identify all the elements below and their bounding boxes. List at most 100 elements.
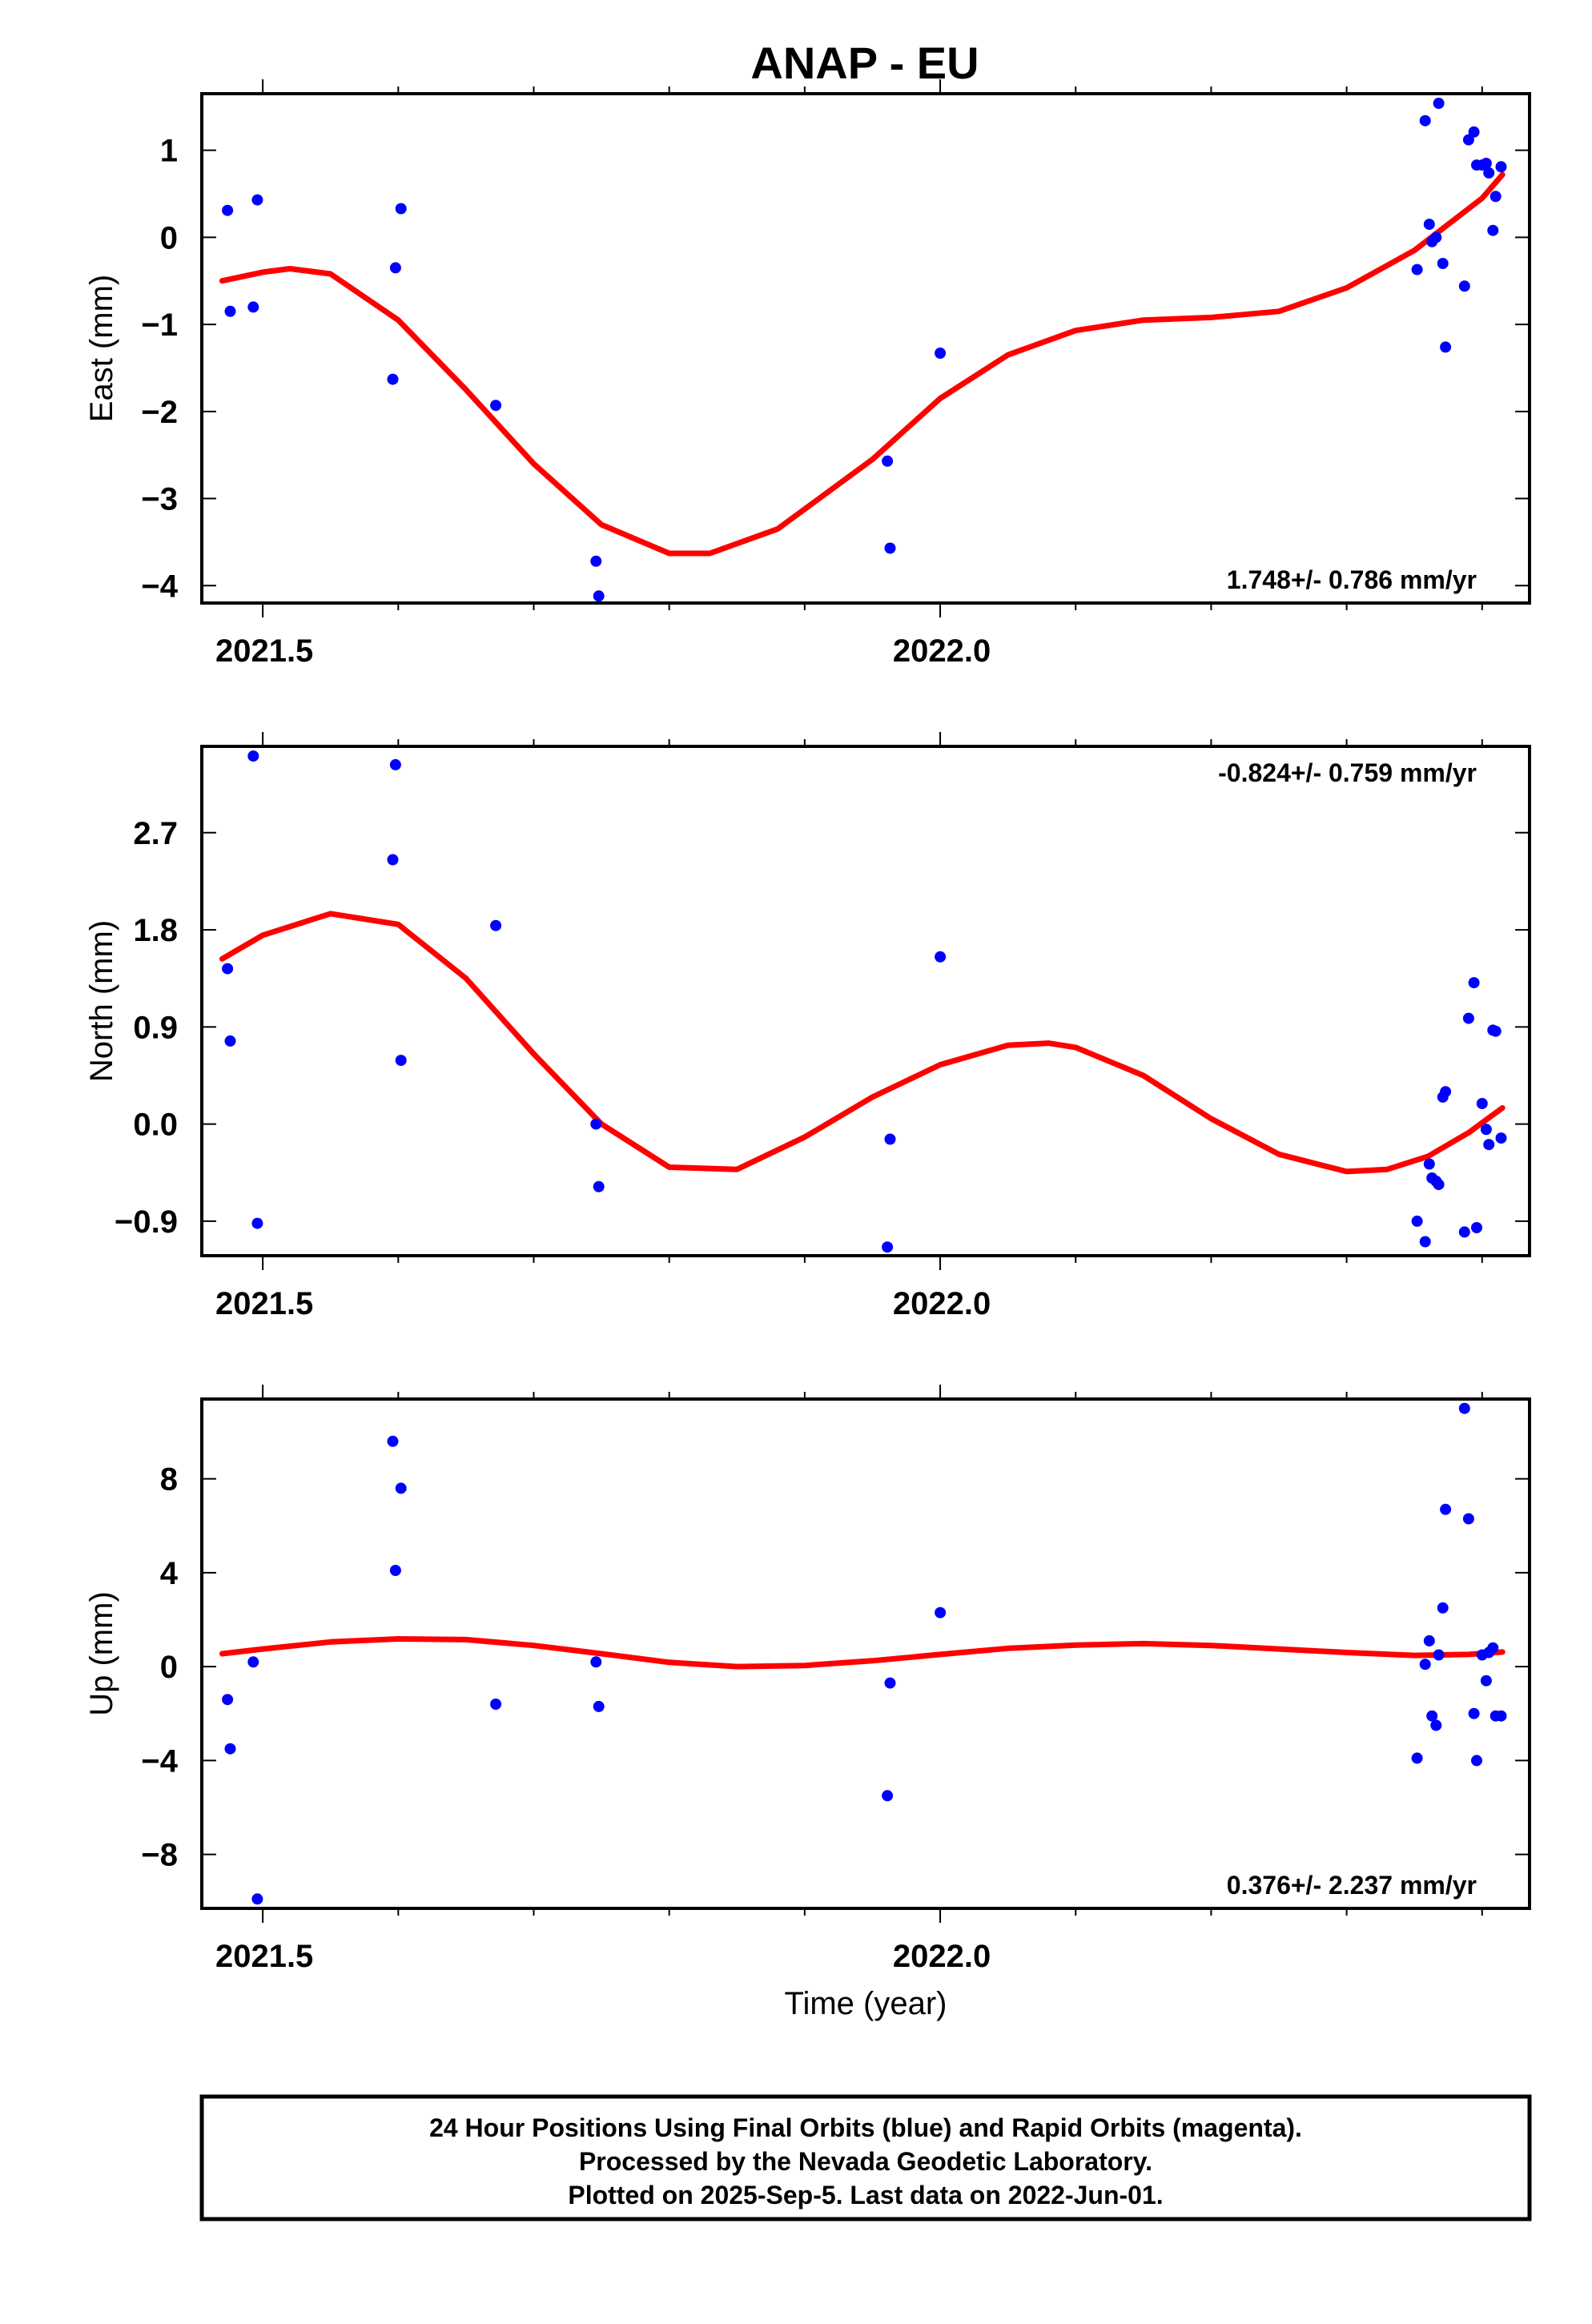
footer-frame: [199, 2094, 1532, 2221]
east-data-point: [222, 204, 234, 216]
north-data-point: [222, 963, 234, 975]
north-axis-frame: [200, 745, 1531, 1257]
north-data-point: [590, 1118, 602, 1130]
east-data-point: [387, 373, 399, 385]
east-ytick-label: 0: [160, 220, 178, 255]
north-xtick-label: 2021.5: [215, 1286, 313, 1321]
east-data-point: [395, 203, 407, 215]
up-rate-label: 0.376+/- 2.237 mm/yr: [1227, 1871, 1477, 1900]
east-ytick-label: −1: [141, 308, 178, 343]
north-data-point: [1495, 1132, 1507, 1144]
north-data-point: [1440, 1086, 1452, 1098]
north-ylabel: North (mm): [84, 920, 119, 1082]
north-ytick-label: 0.9: [133, 1010, 178, 1045]
north-fit-curve: [219, 911, 1506, 1175]
north-data-point: [935, 951, 947, 963]
east-data-point: [1430, 231, 1442, 243]
footer-box: 24 Hour Positions Using Final Orbits (bl…: [199, 2094, 1532, 2221]
north-data-point: [389, 758, 401, 770]
up-data-point: [490, 1699, 502, 1710]
north-data-point: [1411, 1215, 1423, 1227]
north-data-point: [1468, 977, 1480, 989]
east-fit-curve: [219, 171, 1506, 557]
up-data-point: [882, 1790, 894, 1802]
north-data-point: [247, 750, 259, 762]
east-xtick-label: 2022.0: [893, 633, 991, 669]
up-data-point: [935, 1606, 947, 1618]
up-data-point: [1462, 1513, 1474, 1525]
up-data-point: [247, 1656, 259, 1668]
north-data-point: [490, 919, 502, 931]
up-data-point: [884, 1677, 896, 1689]
east-data-point: [1440, 341, 1452, 353]
north-xtick-label: 2022.0: [893, 1286, 991, 1321]
north-data-point: [1489, 1025, 1502, 1037]
up-axis-frame: [200, 1397, 1531, 1910]
up-ytick-label: 4: [160, 1556, 179, 1591]
north-data-point: [224, 1035, 236, 1047]
up-data-point: [590, 1656, 602, 1668]
east-rate-label: 1.748+/- 0.786 mm/yr: [1227, 565, 1477, 594]
up-data-point: [1487, 1642, 1499, 1654]
up-data-point: [1419, 1659, 1431, 1671]
north-data-point: [1423, 1158, 1435, 1170]
east-data-point: [1458, 280, 1470, 292]
east-ytick-label: 1: [160, 134, 178, 169]
north-data-point: [1476, 1098, 1488, 1109]
footer-line-3: Plotted on 2025-Sep-5. Last data on 2022…: [568, 2181, 1163, 2209]
up-data-point: [387, 1435, 399, 1447]
north-ytick-label: 2.7: [133, 816, 178, 851]
east-data-point: [1489, 191, 1502, 203]
up-ytick-label: −4: [141, 1743, 178, 1779]
east-data-point: [490, 400, 502, 412]
east-data-point: [593, 590, 605, 602]
figure-title: ANAP - EU: [750, 38, 979, 88]
east-data-point: [1462, 134, 1474, 146]
north-data-point: [1462, 1012, 1474, 1024]
north-data-point: [1458, 1226, 1470, 1238]
north-data-point: [882, 1241, 894, 1253]
up-data-point: [1430, 1719, 1442, 1731]
up-data-point: [1433, 1649, 1445, 1661]
east-data-point: [1487, 224, 1499, 236]
north-data-point: [395, 1055, 407, 1067]
up-data-point: [1468, 1707, 1480, 1719]
east-data-point: [247, 301, 259, 313]
east-data-point: [224, 305, 236, 317]
north-ytick-label: 0.0: [133, 1108, 178, 1143]
up-data-point: [1458, 1402, 1470, 1414]
east-xtick-label: 2021.5: [215, 633, 313, 669]
up-data-point: [1471, 1755, 1482, 1767]
north-data-point: [387, 854, 399, 866]
north-ytick-label: 1.8: [133, 913, 178, 948]
up-data-point: [222, 1694, 234, 1706]
east-data-point: [1437, 258, 1449, 269]
up-data-point: [1423, 1634, 1435, 1647]
up-ytick-label: 0: [160, 1650, 178, 1685]
east-data-point: [389, 262, 401, 274]
up-ylabel: Up (mm): [84, 1591, 119, 1716]
east-data-point: [1468, 126, 1480, 138]
east-panel: 1 0 −1 −2 −3 −4 2021.5 2022.0 East (mm) 1.748+/- …: [84, 79, 1531, 669]
north-rate-label: -0.824+/- 0.759 mm/yr: [1218, 758, 1477, 787]
up-xtick-label: 2021.5: [215, 1939, 313, 1974]
east-data-point: [1411, 263, 1423, 275]
up-data-point: [1480, 1675, 1492, 1687]
east-data-point: [1433, 98, 1445, 109]
up-data-point: [395, 1482, 407, 1494]
east-data-point: [1480, 158, 1492, 169]
east-data-point: [884, 542, 896, 554]
north-data-point: [1419, 1236, 1431, 1248]
up-fit-curve: [219, 1636, 1506, 1670]
east-ytick-label: −3: [141, 482, 178, 517]
east-data-point: [251, 194, 263, 206]
up-panel: 8 4 0 −4 −8 2021.5 2022.0 Up (mm) 0.376+/- 2.237…: [84, 1385, 1531, 2021]
north-data-point: [1471, 1222, 1482, 1233]
east-axis-frame: [200, 92, 1531, 605]
up-data-point: [593, 1700, 605, 1712]
east-data-point: [882, 455, 894, 467]
up-data-point: [1495, 1710, 1507, 1722]
east-ylabel: East (mm): [84, 275, 119, 422]
east-data-point: [935, 348, 947, 359]
east-data-point: [1495, 161, 1507, 173]
